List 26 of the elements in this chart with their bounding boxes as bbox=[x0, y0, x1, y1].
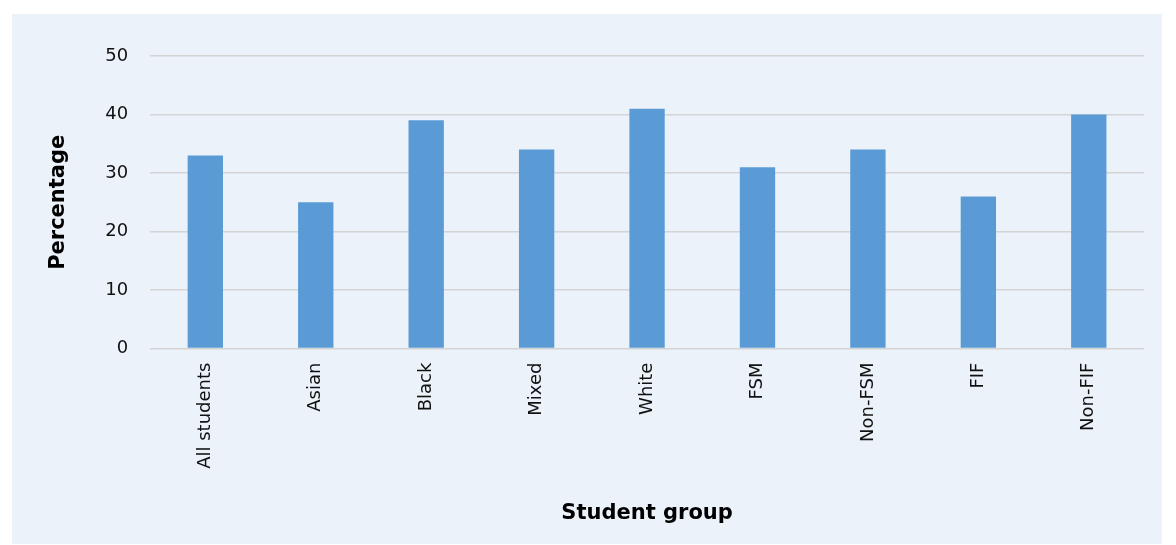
bar bbox=[850, 149, 886, 348]
bar bbox=[187, 155, 223, 348]
x-tick-label: Asian bbox=[303, 362, 325, 412]
x-tick-label: All students bbox=[192, 362, 214, 469]
x-tick-label: FIF bbox=[966, 362, 988, 389]
x-tick-label: Non-FIF bbox=[1076, 362, 1098, 431]
bar bbox=[739, 167, 776, 348]
y-tick-label: 50 bbox=[105, 43, 129, 65]
bar bbox=[408, 120, 444, 348]
bar bbox=[629, 108, 665, 348]
y-tick-label: 40 bbox=[105, 102, 129, 124]
x-axis-title: Student group bbox=[561, 499, 733, 524]
bar bbox=[960, 196, 997, 348]
x-tick-label: White bbox=[634, 362, 656, 415]
y-tick-label: 0 bbox=[116, 336, 129, 358]
x-tick-label: Non-FSM bbox=[855, 362, 877, 442]
bar bbox=[1071, 114, 1107, 348]
bar bbox=[298, 202, 334, 348]
y-tick-label: 10 bbox=[105, 277, 129, 299]
x-tick-label: Black bbox=[413, 362, 435, 412]
y-tick-label: 30 bbox=[105, 160, 129, 182]
y-tick-label: 20 bbox=[105, 219, 129, 241]
y-axis-title: Percentage bbox=[45, 134, 70, 270]
bar bbox=[518, 149, 555, 348]
x-tick-label: FSM bbox=[745, 362, 767, 400]
x-tick-label: Mixed bbox=[524, 362, 546, 416]
